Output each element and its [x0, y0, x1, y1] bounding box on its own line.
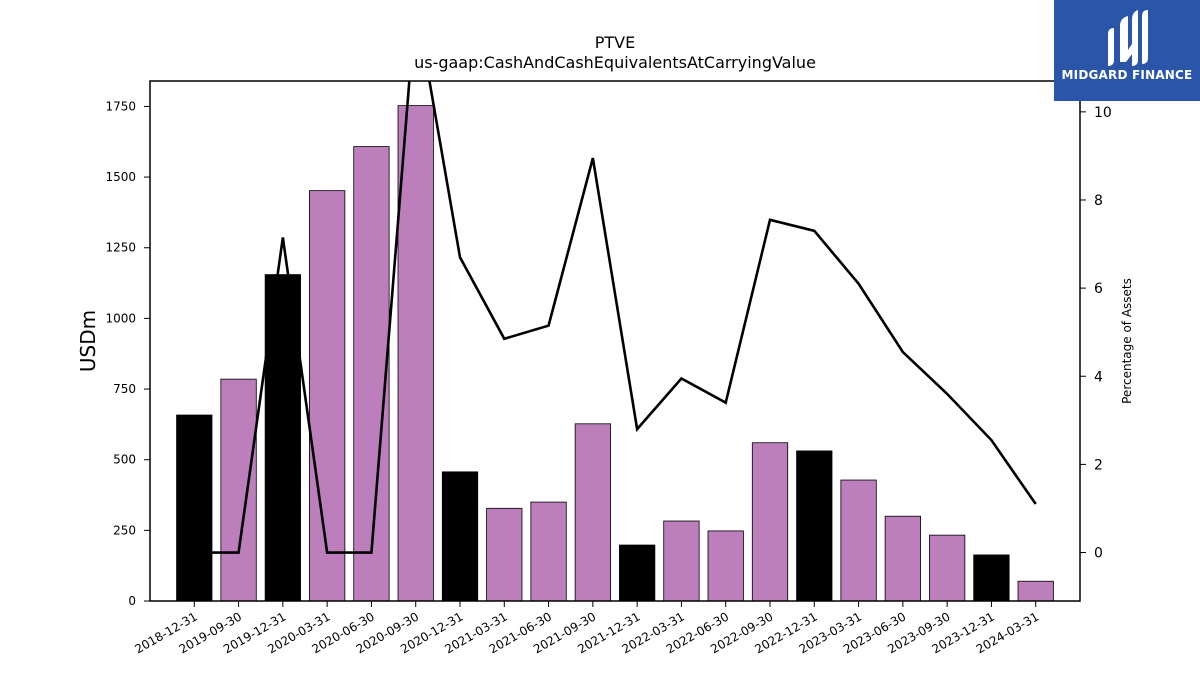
y2-tick-label: 10 [1094, 105, 1112, 121]
y2-tick-label: 2 [1094, 457, 1103, 473]
bar-2023-03-31 [840, 479, 877, 602]
bar-2020-12-31 [441, 471, 479, 602]
y-tick-label: 1750 [105, 99, 136, 113]
bar-2020-03-31 [309, 190, 346, 602]
y-axis-left: 0 250 500 750 1000 1250 1500 1750 [105, 99, 150, 608]
y2-tick-label: 6 [1094, 281, 1103, 297]
midgard-logo: MIDGARD FINANCE [1054, 0, 1200, 101]
y2-tick-label: 8 [1094, 193, 1103, 209]
y2-axis-label: Percentage of Assets [1120, 278, 1134, 404]
bar-2021-03-31 [486, 507, 523, 602]
x-axis: 2018-12-312019-09-302019-12-312020-03-31… [132, 601, 1041, 656]
bar-2022-06-30 [707, 530, 744, 602]
y-tick-label: 1250 [105, 241, 136, 255]
y-axis-label: USDm [76, 310, 100, 372]
y-tick-label: 1500 [105, 170, 136, 184]
y2-tick-label: 0 [1094, 546, 1103, 562]
y-tick-label: 500 [113, 453, 136, 467]
chart-title: PTVE [595, 33, 635, 52]
bar-2022-12-31 [796, 450, 833, 602]
y-tick-label: 750 [113, 382, 136, 396]
line-group [194, 81, 1037, 554]
bars-group [176, 105, 1054, 602]
bar-2021-12-31 [619, 544, 656, 602]
y-tick-label: 1000 [105, 311, 136, 325]
chart-subtitle: us-gaap:CashAndCashEquivalentsAtCarrying… [414, 53, 816, 72]
series-line-percentage [194, 81, 1037, 554]
bar-2022-09-30 [751, 442, 789, 602]
bar-2023-06-30 [884, 515, 921, 602]
bar-2023-09-30 [929, 534, 966, 602]
logo-text: MIDGARD FINANCE [1061, 68, 1193, 82]
bar-2022-03-31 [663, 520, 700, 602]
bar-2019-09-30 [220, 378, 257, 602]
bar-2018-12-31 [176, 414, 213, 602]
bar-2023-12-31 [973, 554, 1010, 602]
bar-2020-06-30 [353, 146, 390, 602]
midgard-logo-icon [1108, 10, 1148, 66]
y-tick-label: 250 [113, 523, 136, 537]
y-axis-right: 0 2 4 6 8 10 [1080, 105, 1112, 562]
y-tick-label: 0 [128, 594, 136, 608]
bar-2024-03-31 [1017, 580, 1054, 602]
bar-2021-09-30 [574, 423, 611, 602]
bar-2020-09-30 [397, 105, 434, 602]
bar-2021-06-30 [530, 501, 567, 602]
plot-frame [149, 80, 1081, 602]
y2-tick-label: 4 [1094, 369, 1103, 385]
